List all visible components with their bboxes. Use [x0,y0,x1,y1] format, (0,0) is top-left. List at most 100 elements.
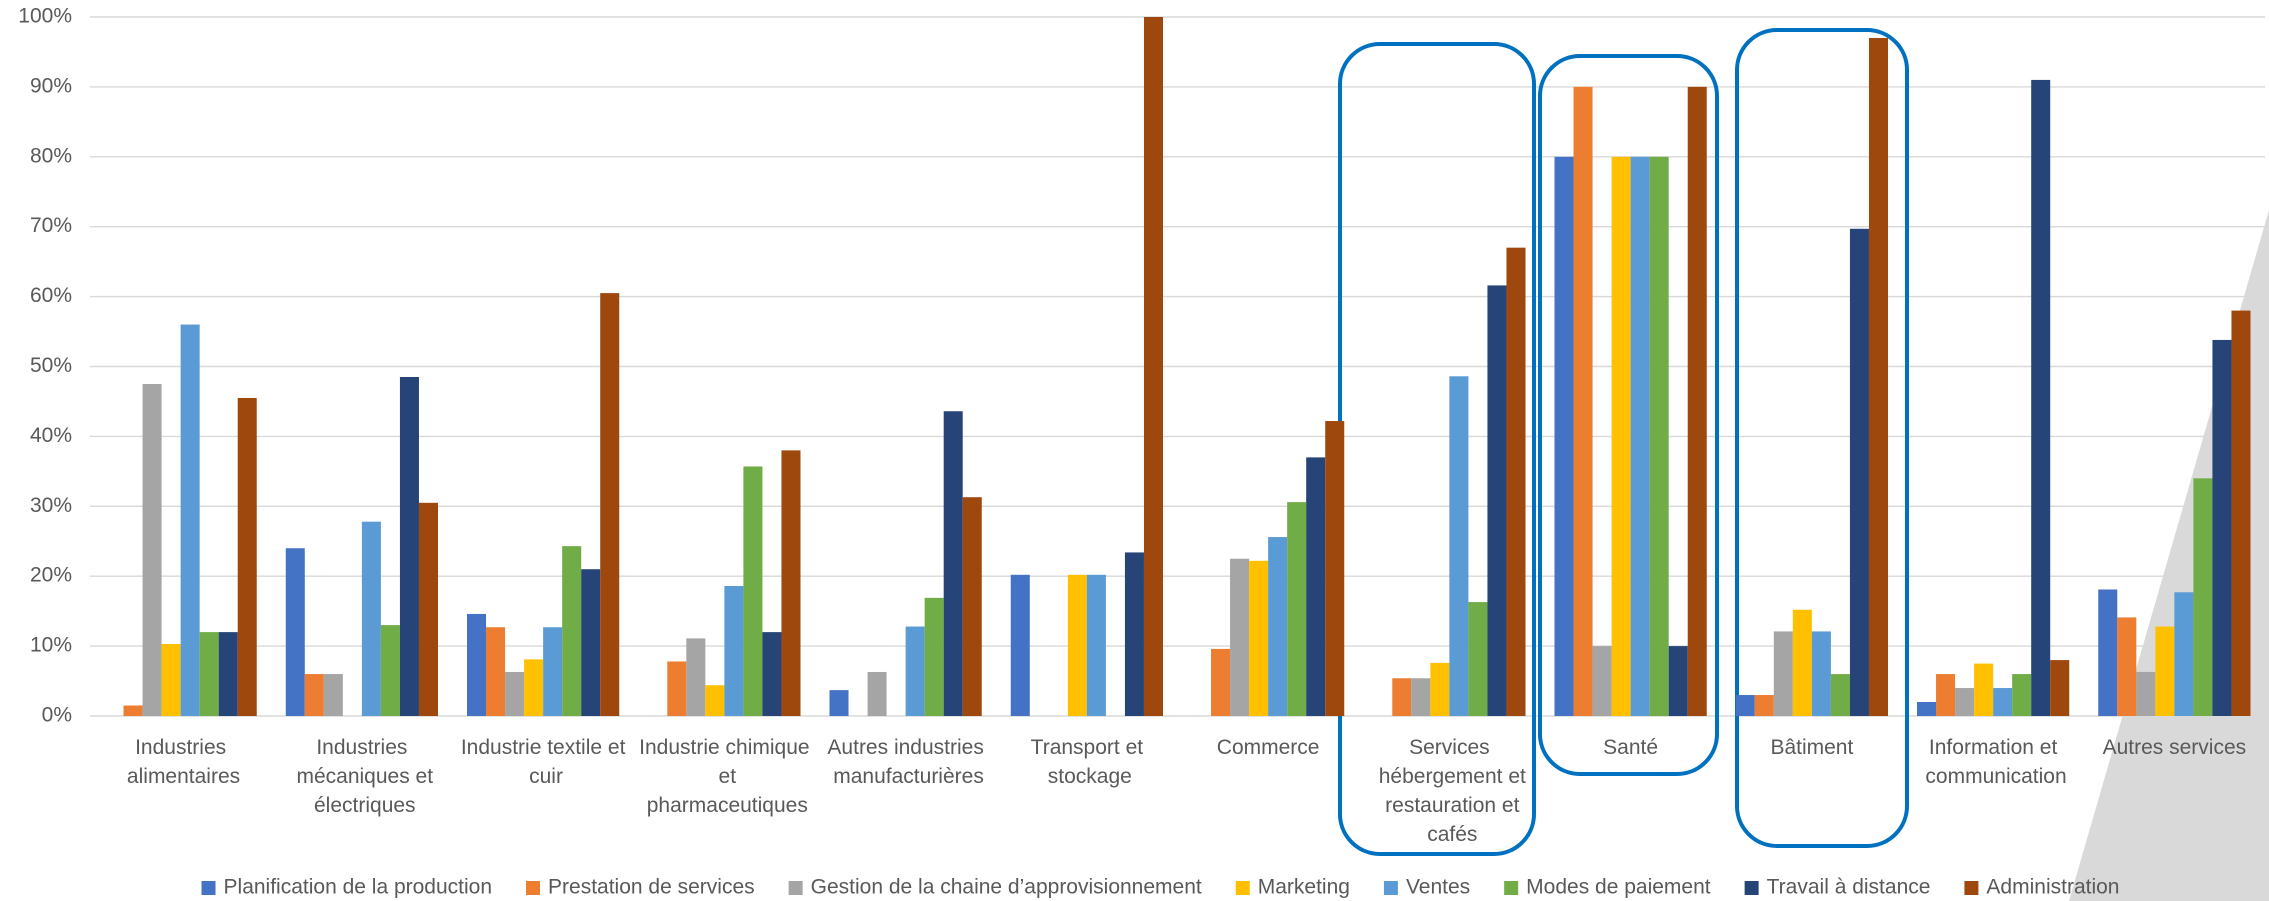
bar [2212,339,2232,716]
bar [361,521,381,716]
legend-swatch [1964,881,1979,895]
bar [1230,558,1250,716]
bar [1143,17,1163,716]
y-tick-label: 20% [30,564,72,587]
bar [2117,617,2137,716]
bar [1211,648,1231,716]
bar [762,632,782,716]
bar [1487,285,1507,716]
bar [1754,695,1774,716]
bar [1325,421,1345,716]
y-tick-label: 40% [30,424,72,447]
bar [142,383,162,716]
y-tick-label: 60% [30,284,72,307]
y-tick-label: 30% [30,494,72,517]
legend-label: Prestation de services [548,876,755,899]
bar [867,671,887,716]
bar [2174,592,2194,716]
bar [1268,537,1288,716]
bar [2155,626,2175,716]
bar [781,450,801,716]
bar [418,502,438,716]
bar [218,632,238,716]
x-tick-label: Industries alimentaires [121,736,240,788]
legend-label: Ventes [1406,876,1470,899]
bar [1592,646,1612,716]
bar [1611,156,1631,717]
highlight-circle [1538,54,1719,776]
x-tick-label: Services hébergement et restauration et … [1373,736,1526,846]
bar [304,674,324,716]
legend-swatch [526,881,541,895]
bar [1124,552,1144,716]
bar [1449,376,1469,716]
x-tick-label: Transport et stockage [1031,736,1144,788]
bar [180,324,200,716]
bar [1668,646,1688,716]
bar [962,497,982,716]
bar [1849,228,1869,716]
bar [1936,674,1956,716]
bar [1287,502,1307,716]
legend-swatch [201,881,216,895]
x-tick-label: Information et communication [1920,736,2067,788]
bar [1687,86,1707,716]
legend-swatch [1504,881,1519,895]
bar [1086,574,1106,716]
bar [1554,156,1574,717]
bar [1955,688,1975,716]
bar [1792,609,1812,716]
bar [1573,86,1593,716]
bar [2193,478,2213,716]
legend-label: Modes de paiement [1526,876,1711,899]
legend-label: Administration [1986,876,2119,899]
x-tick-label: Autres services [2103,736,2247,759]
bar [2012,674,2032,716]
bar [123,705,143,716]
bar [1830,674,1850,716]
bar [686,638,706,716]
bar [1411,678,1431,716]
bar [1430,662,1450,716]
bar [505,671,525,716]
bar [1868,37,1888,717]
bar [743,466,763,716]
y-tick-label: 100% [18,5,72,28]
y-tick-label: 0% [42,704,72,727]
y-tick-label: 50% [30,354,72,377]
bar [524,659,544,716]
bar [543,627,563,716]
bar [667,661,687,716]
bar [1067,574,1087,716]
y-tick-label: 10% [30,634,72,657]
bar [161,644,181,716]
x-tick-label: Industrie textile et cuir [461,736,626,788]
bar [1506,247,1526,717]
bar [486,627,506,716]
legend-label: Gestion de la chaine d’approvisionnement [811,876,1202,899]
bar [323,674,343,716]
bar [1306,457,1326,716]
bar [581,569,601,716]
bar [600,293,620,716]
x-tick-label: Santé [1603,736,1658,759]
y-tick-label: 90% [30,74,72,97]
legend-label: Travail à distance [1767,876,1931,899]
highlight-circle [1735,28,1909,848]
bar [1917,702,1937,716]
bar [237,397,257,716]
legend-swatch [1744,881,1759,895]
bar [1993,688,2013,716]
legend-swatch [1235,881,1250,895]
bar [1735,695,1755,716]
bar [1811,631,1831,716]
legend-label: Planification de la production [224,876,493,899]
bar [285,548,305,716]
legend-swatch [788,881,803,895]
bar [1392,678,1412,716]
x-tick-label: Bâtiment [1770,736,1853,759]
x-tick-label: Industrie chimique et pharmaceutiques [639,736,809,817]
bar [2098,589,2118,716]
bar [1630,156,1650,717]
